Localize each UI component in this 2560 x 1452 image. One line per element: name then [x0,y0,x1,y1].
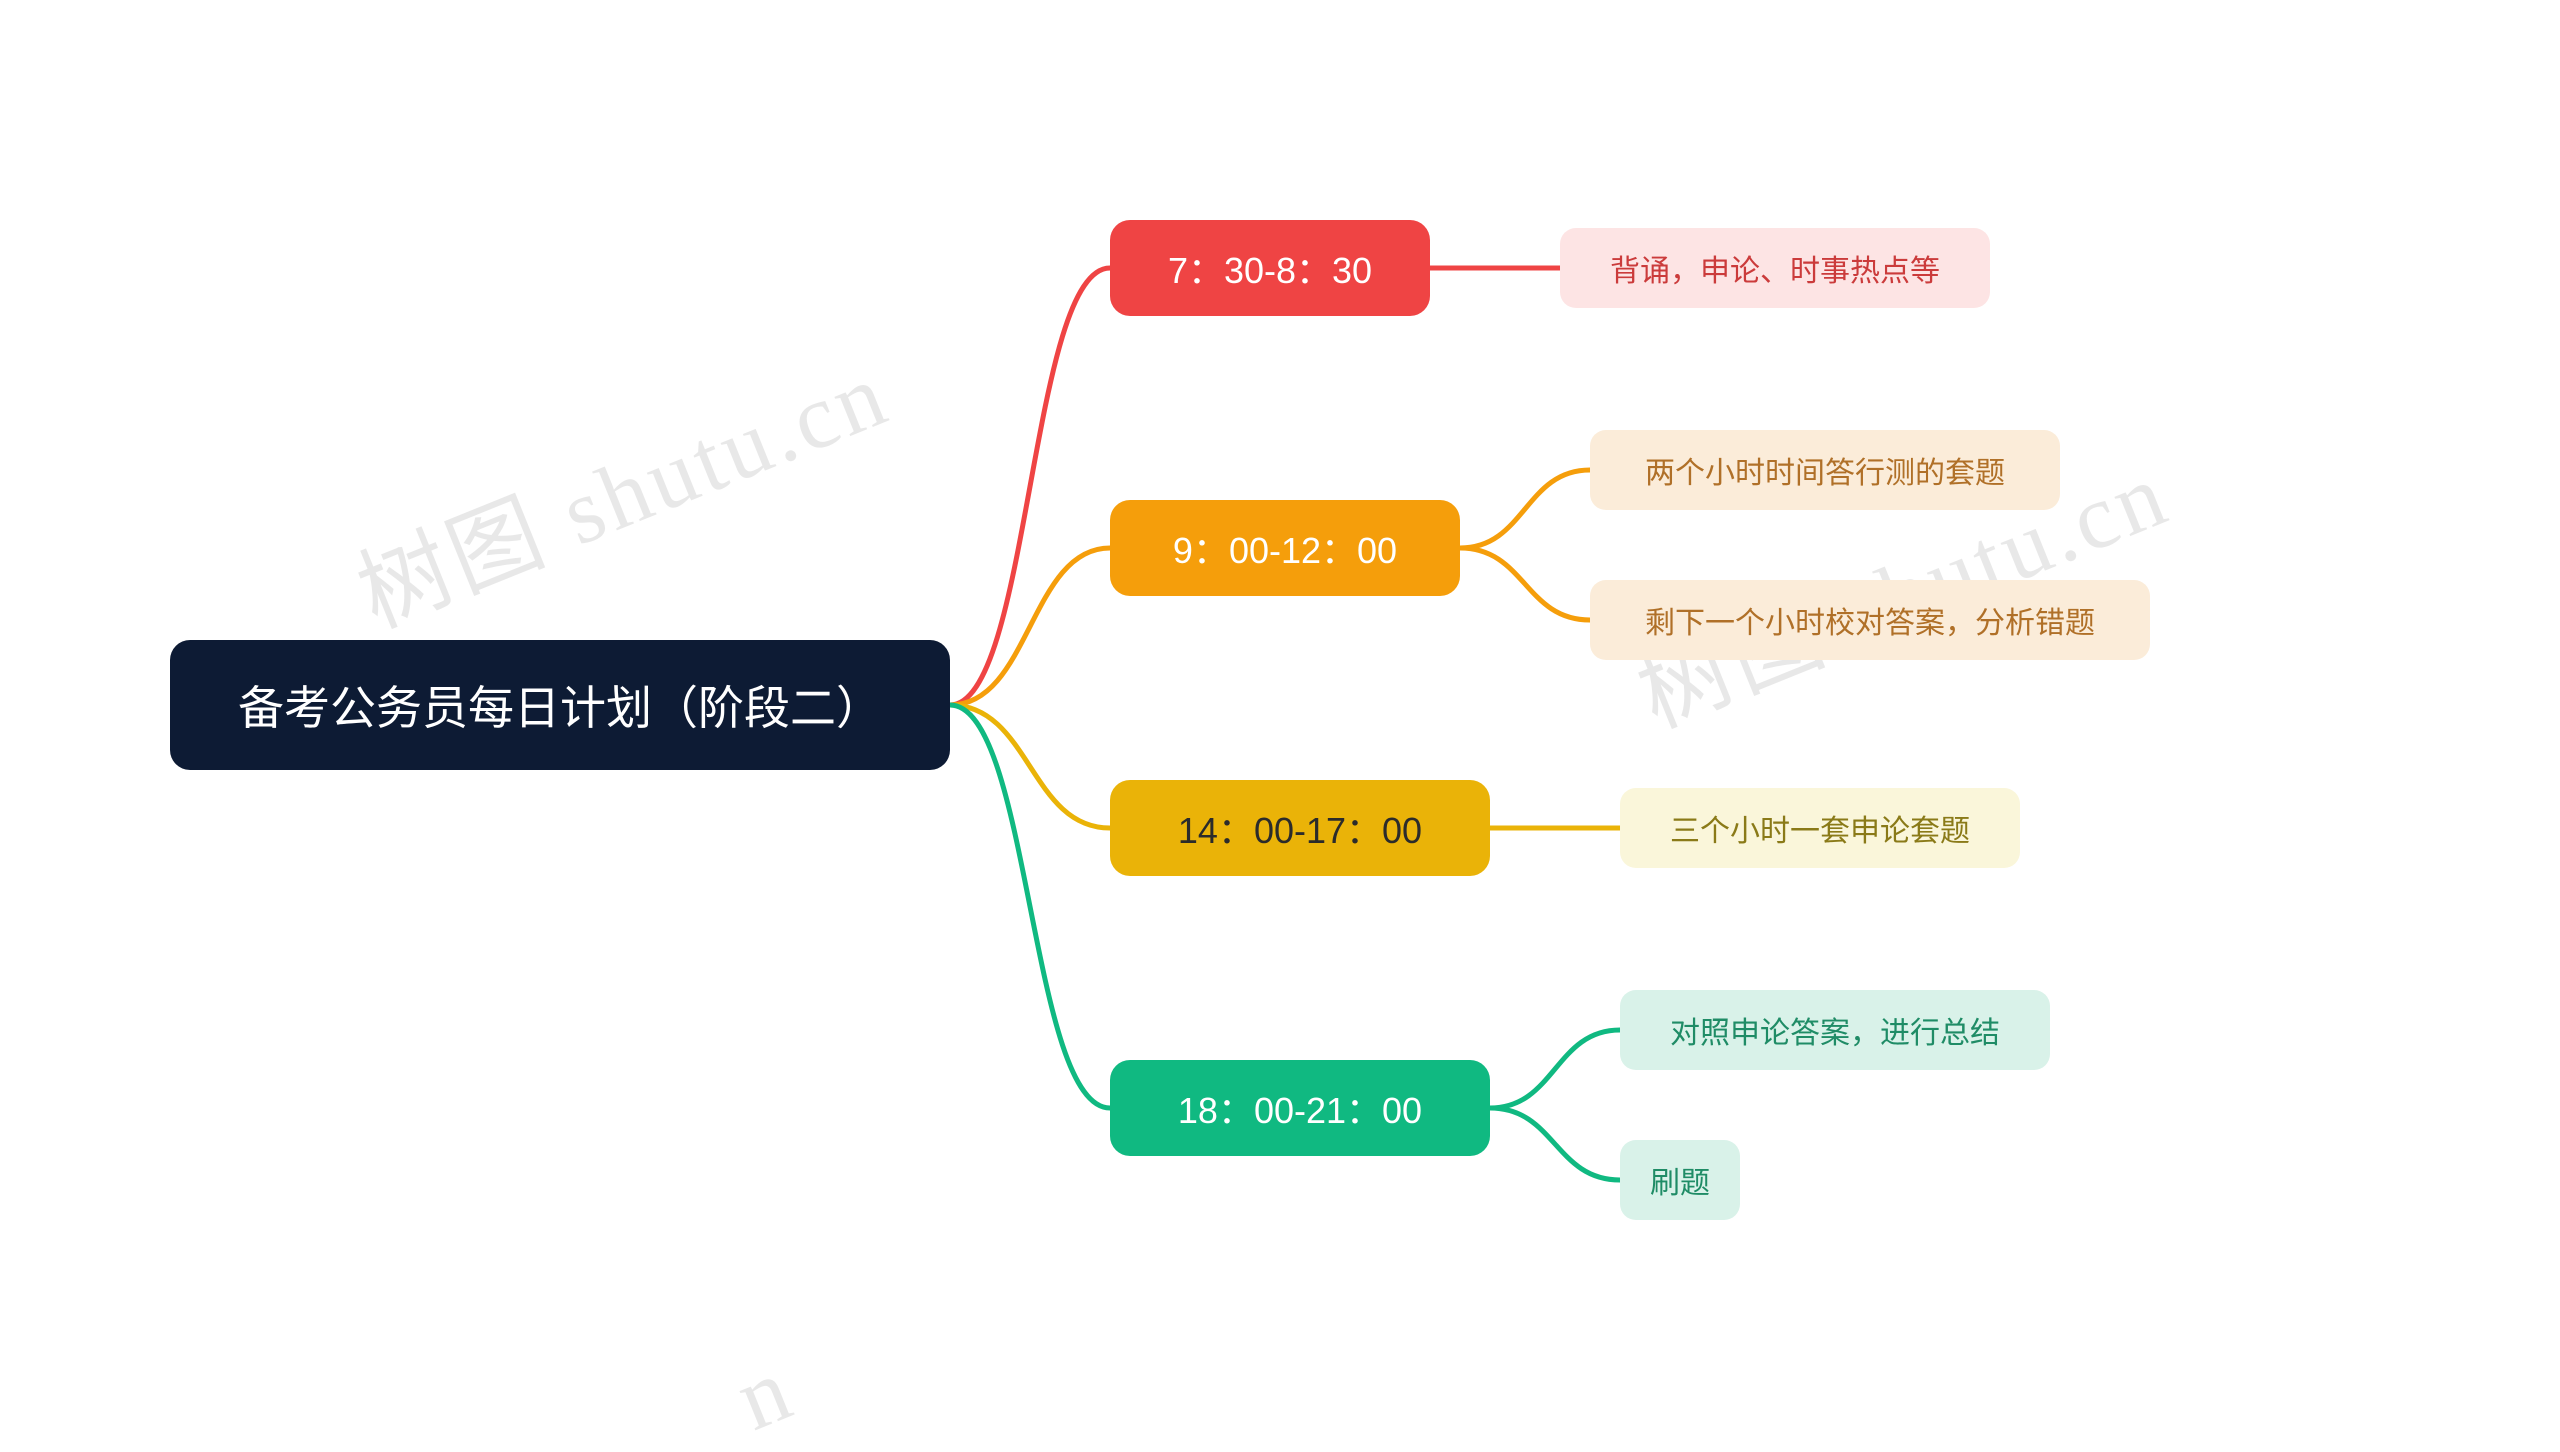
leaf-node[interactable]: 刷题 [1620,1140,1740,1220]
connector-path [950,705,1110,828]
branch-label: 18：00-21：00 [1178,1082,1422,1134]
connector-path [1460,470,1590,548]
leaf-label: 两个小时时间答行测的套题 [1645,448,2005,492]
branch-label: 9：00-12：00 [1173,522,1397,574]
leaf-node[interactable]: 背诵，申论、时事热点等 [1560,228,1990,308]
watermark: n [722,1334,808,1451]
leaf-label: 对照申论答案，进行总结 [1670,1008,2000,1052]
root-label: 备考公务员每日计划（阶段二） [238,672,882,738]
connector-path [950,705,1110,1108]
connector-path [950,268,1110,705]
connector-path [1490,1030,1620,1108]
branch-node[interactable]: 7：30-8：30 [1110,220,1430,316]
leaf-node[interactable]: 对照申论答案，进行总结 [1620,990,2050,1070]
connector-path [950,548,1110,705]
root-node[interactable]: 备考公务员每日计划（阶段二） [170,640,950,770]
leaf-node[interactable]: 剩下一个小时校对答案，分析错题 [1590,580,2150,660]
mindmap-canvas: 树图 shutu.cn树图 shutu.cnn 备考公务员每日计划（阶段二） 7… [0,0,2560,1377]
watermark: 树图 shutu.cn [335,320,904,653]
leaf-label: 剩下一个小时校对答案，分析错题 [1645,598,2095,642]
leaf-label: 三个小时一套申论套题 [1670,806,1970,850]
branch-node[interactable]: 9：00-12：00 [1110,500,1460,596]
leaf-label: 刷题 [1650,1158,1710,1202]
connector-path [1460,548,1590,620]
branch-label: 14：00-17：00 [1178,802,1422,854]
leaf-node[interactable]: 两个小时时间答行测的套题 [1590,430,2060,510]
branch-label: 7：30-8：30 [1168,242,1372,294]
leaf-node[interactable]: 三个小时一套申论套题 [1620,788,2020,868]
branch-node[interactable]: 18：00-21：00 [1110,1060,1490,1156]
leaf-label: 背诵，申论、时事热点等 [1610,246,1940,290]
branch-node[interactable]: 14：00-17：00 [1110,780,1490,876]
connector-path [1490,1108,1620,1180]
